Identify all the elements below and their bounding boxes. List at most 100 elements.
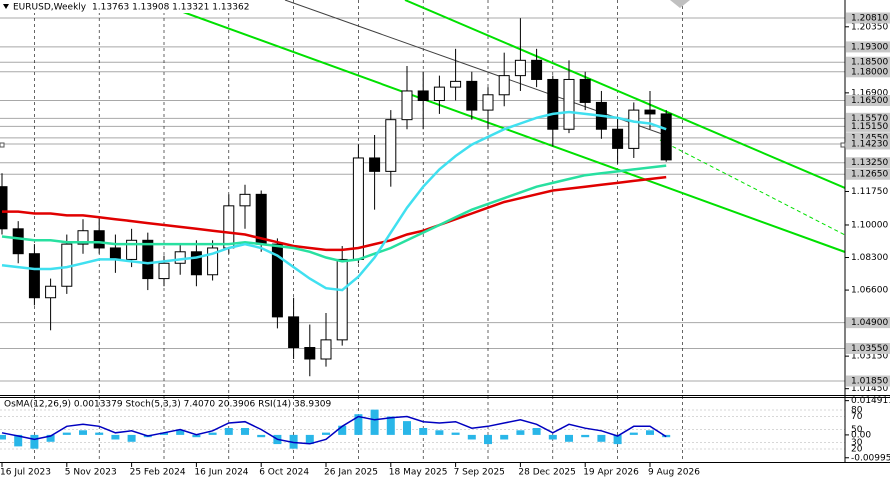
level-box: [846, 95, 890, 107]
line-handle: [840, 142, 846, 148]
level-box: [846, 120, 890, 132]
level-box: [846, 12, 890, 24]
level-label: 1.14230: [851, 139, 888, 149]
candle-body: [158, 262, 170, 280]
x-tick-label: 7 Sep 2025: [454, 468, 505, 478]
shift-marker: [670, 0, 690, 8]
candle-body: [352, 157, 364, 260]
candle-body: [498, 75, 510, 96]
osma-bar: [403, 421, 411, 435]
candle-body: [28, 253, 40, 299]
level-box: [846, 132, 890, 144]
candle-body: [417, 90, 429, 102]
level-label: 1.20810: [851, 13, 888, 23]
osma-bar: [111, 434, 120, 440]
y2-tick-label: 20: [851, 445, 863, 455]
level-label: 1.03550: [851, 344, 888, 354]
candle-body: [77, 230, 89, 245]
candle-body: [223, 205, 235, 249]
candle-body: [514, 59, 526, 77]
osma-bar: [451, 432, 460, 435]
osma-bar: [257, 434, 266, 438]
x-tick-label: 18 May 2025: [389, 468, 448, 478]
header: EURUSD,Weekly 1.13763 1.13908 1.13321 1.…: [0, 0, 249, 13]
candle-body: [45, 285, 57, 299]
osma-bar: [435, 430, 444, 435]
y2-tick-label: 30: [851, 438, 863, 448]
level-box: [846, 375, 890, 387]
candle-body: [385, 119, 397, 172]
rsi-line: [1, 415, 667, 445]
menu-arrow[interactable]: [3, 4, 9, 9]
osma-bar: [208, 432, 217, 435]
osma-bar: [613, 434, 622, 445]
osma-bar: [597, 434, 606, 442]
moving-average: [1, 110, 667, 292]
level-label: 1.16500: [851, 96, 888, 106]
x-tick-label: 16 Jul 2023: [0, 468, 51, 478]
y-tick-label: 1.11750: [851, 187, 888, 197]
level-box: [846, 342, 890, 354]
y-tick-label: 0.014911: [851, 396, 890, 406]
osma-bar: [176, 430, 185, 435]
y-tick-label: 0.00: [851, 430, 871, 440]
osma-bar: [14, 434, 23, 447]
candle-body: [142, 239, 154, 280]
osma-bar: [46, 434, 55, 442]
y2-tick-label: 70: [851, 412, 863, 422]
osma-bar: [646, 430, 654, 435]
candle-body: [579, 78, 591, 103]
candle-body: [660, 113, 672, 161]
candle-body: [482, 94, 494, 111]
y-tick-label: -0.009955: [851, 453, 890, 463]
candle-body: [433, 86, 445, 102]
candle-body: [612, 128, 624, 149]
osma-bar: [305, 434, 314, 445]
x-tick-label: 19 Apr 2026: [583, 468, 639, 478]
osma-bar: [338, 425, 347, 435]
x-tick-label: 6 Oct 2024: [259, 468, 309, 478]
level-box: [846, 66, 890, 78]
osma-bar: [532, 428, 541, 435]
moving-average: [1, 164, 667, 263]
candle-body: [644, 109, 656, 115]
level-label: 1.18500: [851, 58, 888, 68]
candle-body: [239, 193, 251, 207]
level-label: 1.04900: [851, 318, 888, 328]
candle-body: [12, 228, 24, 255]
line-handle: [0, 142, 5, 148]
osma-bar: [565, 434, 573, 442]
osma-bar: [548, 434, 557, 440]
candle-body: [563, 78, 575, 130]
osma-bar: [629, 432, 638, 435]
osma-bar: [467, 434, 476, 440]
y-tick-label: 1.20350: [851, 22, 888, 32]
symbol-label: EURUSD,Weekly: [13, 3, 87, 13]
y-tick-label: 1.03150: [851, 352, 888, 362]
x-tick-label: 25 Feb 2024: [130, 468, 186, 478]
level-label: 1.13250: [851, 158, 888, 168]
osma-bar: [322, 432, 330, 435]
candle-body: [271, 243, 283, 318]
level-label: 1.18000: [851, 67, 888, 77]
candle-body: [547, 78, 559, 130]
level-label: 1.19300: [851, 42, 888, 52]
osma-bar: [370, 409, 379, 435]
candle-body: [336, 258, 348, 341]
level-box: [846, 56, 890, 68]
candle-body: [369, 157, 381, 172]
level-box: [846, 168, 890, 180]
y2-tick-label: 50: [851, 425, 863, 435]
osma-bar: [0, 434, 6, 440]
candle-body: [207, 247, 219, 276]
channel-line: [404, 0, 845, 189]
osma-bar: [95, 432, 104, 435]
ohlc-label: 1.13763 1.13908 1.13321 1.13362: [92, 3, 249, 13]
y-tick-label: 1.08300: [851, 253, 888, 263]
level-box: [846, 157, 890, 169]
y-tick-label: 1.16900: [851, 88, 888, 98]
y-tick-label: 1.01450: [851, 384, 888, 394]
candle-body: [466, 80, 478, 111]
osma-bar: [419, 428, 428, 435]
